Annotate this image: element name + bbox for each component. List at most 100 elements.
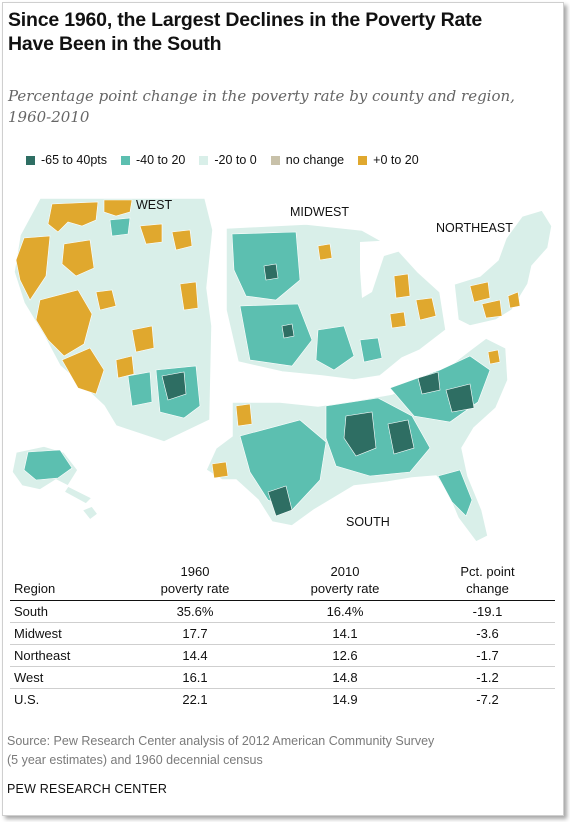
- west-moderate-decline-arizona: [127, 371, 153, 407]
- legend-swatch-increase: [358, 155, 368, 165]
- cell-rate-2010: 14.9: [332, 691, 358, 707]
- cell-rate-2010: 14.8: [270, 666, 420, 689]
- south-region: [205, 337, 509, 543]
- cell-rate-1960: 22.1: [182, 691, 208, 707]
- cell-region: Northeast: [10, 644, 120, 667]
- cell-change: -1.2: [420, 666, 555, 689]
- legend-label-increase: +0 to 20: [373, 153, 419, 167]
- northeast-increase-nj: [507, 291, 521, 309]
- south-severe-decline-south-texas: [267, 485, 293, 517]
- cell-region: West: [10, 666, 120, 689]
- south-severe-decline-mississippi-delta: [343, 411, 377, 457]
- subtitle-line-2: 1960-2010: [8, 108, 90, 126]
- midwest-increase-minnesota: [317, 243, 333, 261]
- legend-swatch-no-change: [270, 155, 280, 165]
- south-moderate-decline-texas: [239, 419, 327, 511]
- west-increase-pacific-coast: [15, 235, 51, 301]
- midwest-region: [225, 223, 447, 381]
- west-increase-nevada: [95, 289, 117, 311]
- cell-rate-2010: 16.4%: [270, 600, 420, 623]
- chart-title: Since 1960, the Largest Declines in the …: [8, 8, 558, 56]
- midwest-moderate-decline-plains: [239, 303, 313, 367]
- subtitle-line-1: Percentage point change in the poverty r…: [8, 87, 515, 105]
- cell-rate-1960: 35.6%: [120, 600, 270, 623]
- west-severe-decline-four-corners: [161, 371, 187, 401]
- west-increase-oregon-east: [61, 239, 95, 277]
- header-2010-line-1: 2010: [330, 563, 360, 579]
- legend-label-no-change: no change: [285, 153, 345, 167]
- midwest-moderate-decline-missouri: [315, 325, 355, 371]
- header-region: Region: [10, 556, 120, 601]
- alaska-moderate-decline: [23, 449, 73, 481]
- cell-region: Midwest: [10, 622, 120, 645]
- midwest-severe-decline-sd: [263, 263, 279, 281]
- brand-label: PEW RESEARCH CENTER: [7, 782, 168, 796]
- south-increase-west-texas: [235, 403, 253, 427]
- midwest-severe-decline-ks: [281, 323, 295, 339]
- header-1960-line-2: poverty rate: [160, 580, 230, 596]
- cell-rate-1960: 16.1: [120, 666, 270, 689]
- legend-swatch-severe-decline: [26, 155, 35, 165]
- cell-change: -7.2: [476, 691, 499, 707]
- northeast-increase-pa: [481, 299, 503, 319]
- west-increase-montana-east: [139, 223, 163, 245]
- source-line-1: Source: Pew Research Center analysis of …: [7, 734, 435, 748]
- table-row: U.S. 22.1 14.9 -7.2: [10, 688, 555, 710]
- west-moderate-decline-montana: [109, 217, 131, 237]
- midwest-increase-michigan: [393, 273, 411, 299]
- region-label-west: WEST: [136, 198, 172, 212]
- region-label-northeast: NORTHEAST: [436, 221, 513, 235]
- header-change-line-2: change: [466, 580, 509, 596]
- northeast-region: [453, 209, 553, 327]
- cell-region: U.S.: [14, 691, 40, 707]
- source-line-2: (5 year estimates) and 1960 decennial ce…: [7, 753, 263, 767]
- midwest-increase-ohio: [415, 297, 437, 321]
- legend-item-severe-decline: -65 to 40pts: [26, 153, 107, 167]
- great-lakes-shape: [360, 240, 404, 298]
- county-map: WEST MIDWEST NORTHEAST SOUTH: [11, 197, 553, 543]
- south-severe-decline-alabama: [387, 419, 415, 455]
- west-increase-northwest: [47, 201, 99, 233]
- cell-region: South: [10, 600, 120, 623]
- header-change-line-1: Pct. point: [460, 563, 515, 579]
- south-moderate-decline-florida: [437, 469, 473, 517]
- table-row: Midwest 17.7 14.1 -3.6: [10, 622, 555, 645]
- west-increase-wyoming: [171, 229, 193, 251]
- south-increase-virginia: [487, 349, 501, 365]
- west-increase-utah: [131, 325, 155, 353]
- cell-change: -1.7: [420, 644, 555, 667]
- cell-rate-1960: 14.4: [120, 644, 270, 667]
- source-note: Source: Pew Research Center analysis of …: [7, 732, 559, 770]
- header-1960-poverty-rate: 1960 poverty rate: [120, 556, 270, 601]
- table-row: Northeast 14.4 12.6 -1.7: [10, 644, 555, 667]
- legend-swatch-slight-decline: [199, 155, 209, 165]
- table-header-row: Region 1960 poverty rate 2010 poverty ra…: [10, 556, 555, 601]
- region-label-south: SOUTH: [346, 515, 390, 529]
- cell-change: -19.1: [420, 600, 555, 623]
- table-row: West 16.1 14.8 -1.2: [10, 666, 555, 689]
- title-line-2: Have Been in the South: [8, 33, 222, 55]
- legend-label-slight-decline: -20 to 0: [214, 153, 257, 167]
- poverty-rate-table: Region 1960 poverty rate 2010 poverty ra…: [10, 556, 555, 710]
- header-1960-line-1: 1960: [180, 563, 210, 579]
- northeast-increase-ny: [469, 281, 491, 303]
- cell-rate-2010: 12.6: [270, 644, 420, 667]
- title-line-1: Since 1960, the Largest Declines in the …: [8, 9, 483, 31]
- header-2010-poverty-rate: 2010 poverty rate: [270, 556, 420, 601]
- west-increase-california-south: [61, 347, 105, 395]
- west-region: [13, 197, 214, 443]
- table-row: South 35.6% 16.4% -19.1: [10, 600, 555, 623]
- cell-rate-1960: 17.7: [120, 622, 270, 645]
- hawaii-shape: [80, 505, 100, 522]
- alaska-hawaii: [11, 445, 100, 522]
- legend-item-slight-decline: -20 to 0: [199, 153, 257, 167]
- south-increase-texas-border: [211, 461, 229, 479]
- west-increase-california-central: [35, 289, 93, 357]
- midwest-increase-indiana: [389, 311, 407, 329]
- midwest-moderate-decline-illinois-south: [359, 337, 383, 363]
- region-label-midwest: MIDWEST: [290, 205, 349, 219]
- header-pct-point-change: Pct. point change: [420, 556, 555, 601]
- west-increase-northern-rockies: [103, 199, 133, 217]
- header-2010-line-2: poverty rate: [310, 580, 380, 596]
- alaska-southeast-tail: [62, 485, 94, 505]
